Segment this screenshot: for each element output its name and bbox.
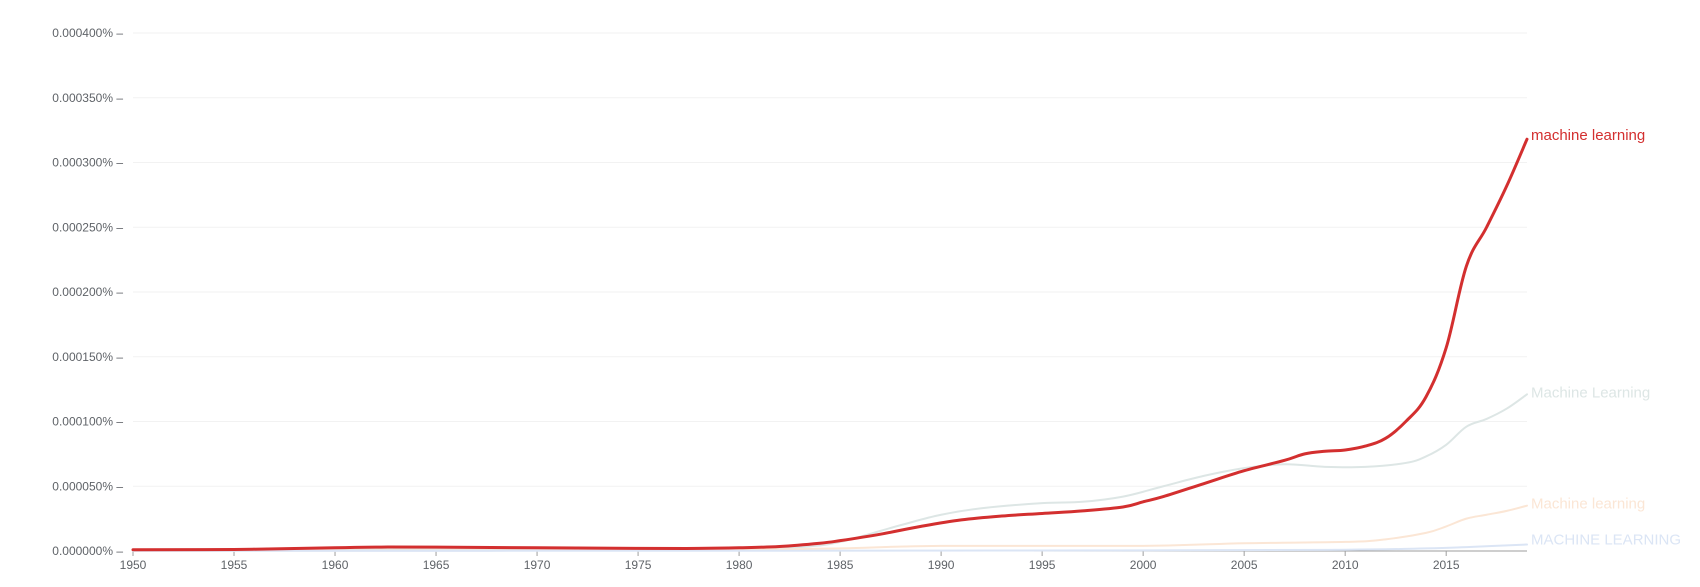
y-axis: 0.000000% – 0.000050% – 0.000100% – 0.00015… (52, 26, 123, 558)
x-tick-label: 1960 (322, 558, 349, 572)
y-tick-label: 0.000250% – (52, 220, 123, 234)
series-labels: Machine Learning Machine learning MACHINE … (1531, 127, 1681, 548)
x-tick-label: 2005 (1231, 558, 1258, 572)
x-tick-label: 1995 (1029, 558, 1056, 572)
series-label: MACHINE LEARNING (1531, 532, 1681, 549)
series-label: Machine Learning (1531, 384, 1650, 401)
y-tick-label: 0.000400% – (52, 26, 123, 40)
x-tick-label: 1980 (726, 558, 753, 572)
series-line (132, 393, 1528, 552)
x-tick-label: 1990 (928, 558, 955, 572)
x-tick-label: 2010 (1332, 558, 1359, 572)
y-tick-label: 0.000200% – (52, 285, 123, 299)
series-line (131, 137, 1529, 552)
series-line (132, 543, 1528, 552)
series-label: Machine learning (1531, 496, 1645, 513)
y-tick-label: 0.000100% – (52, 415, 123, 429)
x-tick-label: 1985 (827, 558, 854, 572)
y-tick-label: 0.000000% – (52, 544, 123, 558)
grid-lines (133, 32, 1527, 487)
y-tick-label: 0.000300% – (52, 156, 123, 170)
x-tick-label: 1955 (221, 558, 248, 572)
x-tick-label: 2015 (1433, 558, 1460, 572)
x-tick-label: 2000 (1130, 558, 1157, 572)
x-tick-label: 1970 (524, 558, 551, 572)
x-tick-label: 1975 (625, 558, 652, 572)
y-tick-label: 0.000050% – (52, 479, 123, 493)
x-tick-label: 1965 (423, 558, 450, 572)
x-tick-label: 1950 (120, 558, 147, 572)
series-lines (131, 137, 1529, 552)
x-axis: 1950 1955 1960 1965 1970 1975 1980 1985 1990 1995… (120, 550, 1527, 572)
y-tick-label: 0.000350% – (52, 91, 123, 105)
y-tick-label: 0.000150% – (52, 350, 123, 364)
series-label: machine learning (1531, 127, 1645, 144)
